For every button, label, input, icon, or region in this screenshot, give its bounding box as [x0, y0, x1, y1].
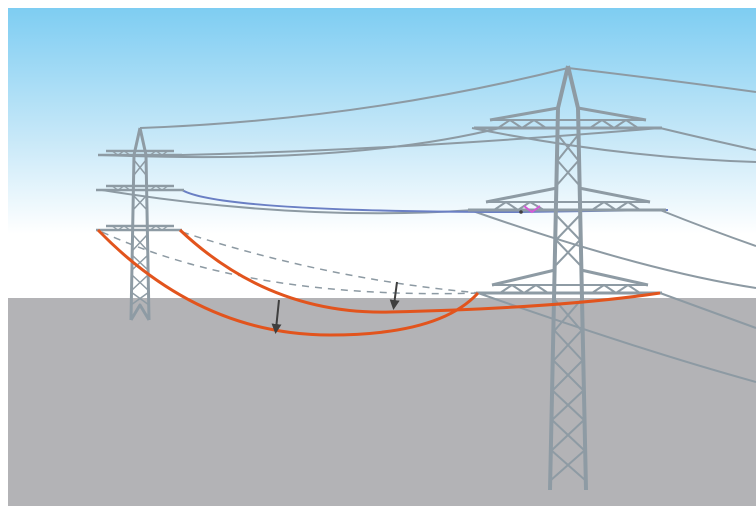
- spark-icon: [519, 205, 541, 214]
- original-wire-positions: [101, 231, 481, 295]
- far-tower: [468, 65, 666, 491]
- ground: [8, 298, 756, 506]
- arrow-down-icon: [271, 281, 400, 334]
- near-tower: [96, 127, 184, 321]
- insulated-wire: [181, 189, 669, 214]
- sagging-wires: [96, 228, 661, 337]
- background-wires: [101, 67, 756, 383]
